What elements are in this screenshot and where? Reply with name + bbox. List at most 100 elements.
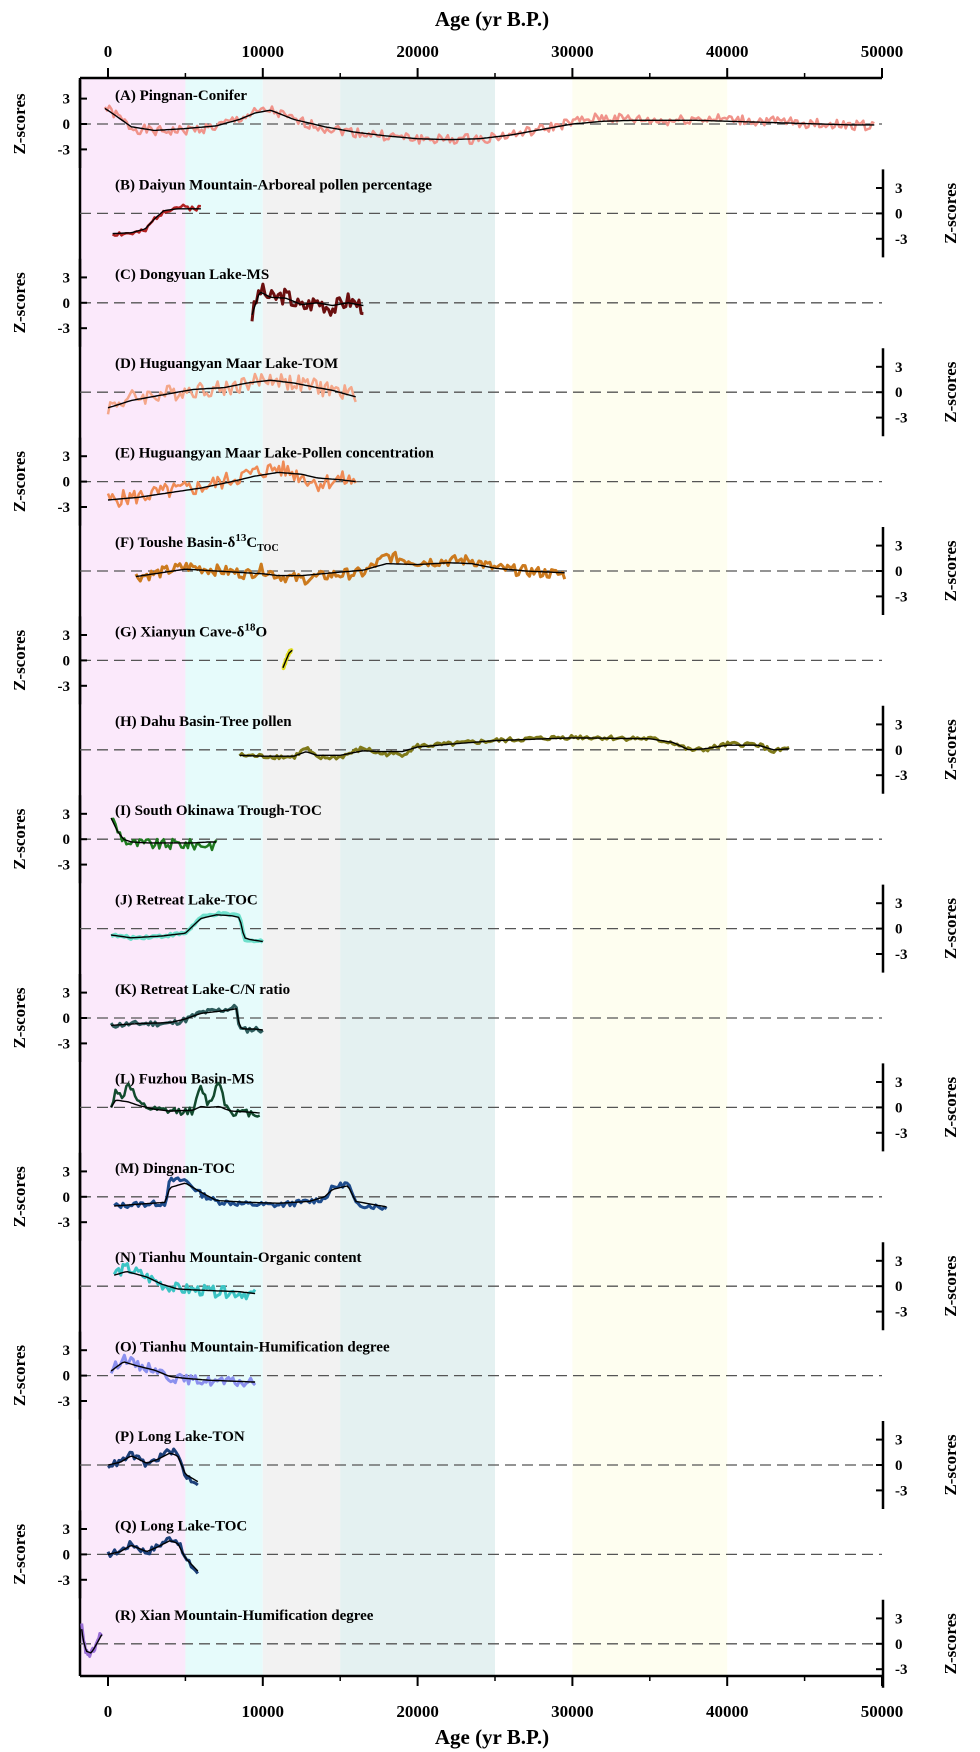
z-axis: 3 0 -3 Z-scores: [876, 1421, 960, 1509]
z-tick-label: 3: [895, 717, 903, 733]
z-axis: 3 0 -3 Z-scores: [10, 795, 87, 884]
bottom-x-tick-label: 30000: [551, 1702, 594, 1721]
z-tick-label: 3: [895, 1611, 903, 1627]
z-axis: 3 0 -3 Z-scores: [10, 1510, 87, 1599]
z-axis-title: Z-scores: [10, 808, 29, 869]
z-tick-label: 3: [63, 1522, 71, 1538]
top-x-tick-label: 20000: [396, 42, 439, 61]
z-tick-label: 3: [895, 1254, 903, 1270]
z-tick-label: 3: [63, 1343, 71, 1359]
panel-j: 3 0 -3 Z-scores (J) Retreat Lake-TOC: [80, 884, 960, 973]
z-tick-label: 3: [895, 360, 903, 376]
panel-label: (M) Dingnan-TOC: [115, 1161, 235, 1177]
z-axis-title: Z-scores: [10, 272, 29, 333]
z-tick-label: 0: [63, 117, 71, 133]
z-axis: 3 0 -3 Z-scores: [10, 1152, 87, 1241]
z-tick-label: -3: [895, 1126, 908, 1142]
trend-line: [282, 649, 293, 669]
trend-line: [110, 1099, 260, 1114]
trend-line: [111, 1008, 263, 1031]
z-axis: 3 0 -3 Z-scores: [876, 705, 960, 794]
z-tick-label: 3: [63, 449, 71, 465]
top-x-tick-label: 50000: [861, 42, 904, 61]
bottom-x-tick-label: 20000: [396, 1702, 439, 1721]
panel-h: 3 0 -3 Z-scores (H) Dahu Basin-Tree pollen: [80, 705, 960, 794]
trend-line: [135, 562, 565, 578]
panel-n: 3 0 -3 Z-scores (N) Tianhu Mountain-Organic …: [80, 1242, 960, 1331]
panel-f: 3 0 -3 Z-scores (F) Toushe Basin-δ13CTOC: [80, 527, 960, 615]
top-x-tick-label: 0: [104, 42, 113, 61]
z-tick-label: 0: [63, 1547, 71, 1563]
z-tick-label: 0: [895, 564, 903, 580]
z-tick-label: -3: [58, 1036, 71, 1052]
z-tick-label: -3: [58, 1394, 71, 1410]
panel-l: 3 0 -3 Z-scores (L) Fuzhou Basin-MS: [80, 1063, 960, 1152]
z-tick-label: -3: [58, 1573, 71, 1589]
z-tick-label: 3: [895, 1433, 903, 1449]
z-tick-label: 0: [63, 296, 71, 312]
z-axis-title: Z-scores: [10, 1166, 29, 1227]
top-x-tick-label: 40000: [706, 42, 749, 61]
panel-label: (O) Tianhu Mountain-Humification degree: [115, 1340, 390, 1356]
z-tick-label: -3: [58, 142, 71, 158]
data-series: [238, 733, 790, 761]
trend-line: [110, 817, 217, 844]
z-tick-label: 0: [895, 206, 903, 222]
panel-p: 3 0 -3 Z-scores (P) Long Lake-TON: [80, 1421, 960, 1509]
panel-label: (F) Toushe Basin-δ13CTOC: [115, 532, 279, 554]
panel-c: 3 0 -3 Z-scores (C) Dongyuan Lake-MS: [10, 258, 882, 347]
z-tick-label: -3: [895, 589, 908, 605]
panel-label: (R) Xian Mountain-Humification degree: [115, 1608, 374, 1624]
trend-line: [107, 379, 356, 409]
z-tick-label: 3: [63, 628, 71, 644]
z-axis: 3 0 -3 Z-scores: [876, 884, 960, 973]
trend-line: [107, 1452, 199, 1483]
panel-label: (A) Pingnan-Conifer: [115, 88, 247, 104]
panel-label: (K) Retreat Lake-C/N ratio: [115, 982, 290, 998]
bottom-x-tick-label: 50000: [861, 1702, 904, 1721]
panel-b: 3 0 -3 Z-scores (B) Daiyun Mountain-Arboreal…: [80, 169, 960, 258]
panel-d: 3 0 -3 Z-scores (D) Huguangyan Maar Lake-TOM: [80, 348, 960, 437]
panel-label: (D) Huguangyan Maar Lake-TOM: [115, 356, 338, 372]
panel-m: 3 0 -3 Z-scores (M) Dingnan-TOC: [10, 1152, 882, 1241]
z-tick-label: 3: [63, 986, 71, 1002]
x-ticks: 0010000100002000020000300003000040000400…: [104, 42, 904, 1721]
z-axis-title: Z-scores: [941, 1076, 960, 1137]
panel-label: (J) Retreat Lake-TOC: [115, 893, 258, 909]
z-axis-title: Z-scores: [941, 898, 960, 959]
z-axis: 3 0 -3 Z-scores: [876, 527, 960, 615]
shaded-band-3: [262, 78, 341, 1676]
z-axis: 3 0 -3 Z-scores: [876, 1242, 960, 1331]
z-axis-title: Z-scores: [941, 1613, 960, 1674]
z-tick-label: -3: [895, 1305, 908, 1321]
trend-line: [81, 1629, 103, 1654]
z-tick-label: -3: [895, 411, 908, 427]
z-tick-label: 3: [63, 1164, 71, 1180]
z-tick-label: 0: [895, 743, 903, 759]
z-tick-label: 3: [895, 1075, 903, 1091]
panel-label: (B) Daiyun Mountain-Arboreal pollen perc…: [115, 177, 432, 193]
z-axis-title: Z-scores: [941, 540, 960, 601]
z-axis-title: Z-scores: [941, 1434, 960, 1495]
panel-label: (P) Long Lake-TON: [115, 1429, 245, 1445]
z-tick-label: 0: [895, 1458, 903, 1474]
z-tick-label: -3: [58, 321, 71, 337]
data-series: [103, 104, 875, 145]
bottom-x-axis-title: Age (yr B.P.): [435, 1725, 549, 1749]
z-tick-label: 0: [63, 1190, 71, 1206]
z-axis: 3 0 -3 Z-scores: [10, 80, 87, 168]
bottom-x-tick-label: 10000: [242, 1702, 285, 1721]
z-tick-label: 3: [895, 896, 903, 912]
panel-k: 3 0 -3 Z-scores (K) Retreat Lake-C/N ratio: [10, 974, 882, 1062]
trend-line: [107, 1540, 199, 1572]
data-series: [106, 460, 357, 508]
top-x-axis-title: Age (yr B.P.): [435, 7, 549, 31]
z-axis-title: Z-scores: [10, 1523, 29, 1584]
z-axis-title: Z-scores: [10, 629, 29, 690]
shaded-band-5: [572, 78, 728, 1676]
panel-g: 3 0 -3 Z-scores (G) Xianyun Cave-δ18O: [10, 616, 882, 705]
shaded-band-4: [340, 78, 495, 1676]
z-tick-label: -3: [58, 1215, 71, 1231]
data-series: [106, 372, 357, 415]
z-tick-label: 3: [63, 92, 71, 108]
